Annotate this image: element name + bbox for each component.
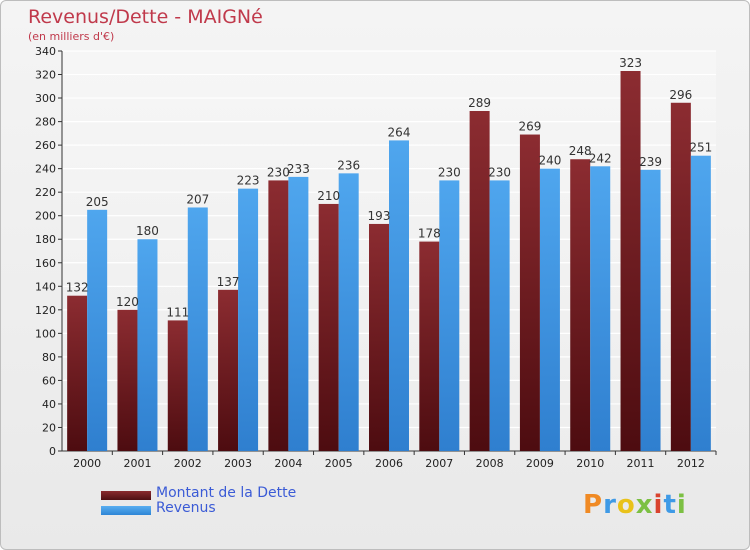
data-label-revenue: 180 [136, 224, 159, 238]
legend-label-revenue: Revenus [156, 500, 216, 516]
x-tick-label: 2005 [325, 457, 353, 470]
bar-debt [419, 241, 440, 451]
y-tick-label: 240 [35, 163, 56, 176]
x-tick-label: 2000 [73, 457, 101, 470]
bar-revenue [690, 155, 711, 452]
logo-letter: P [583, 490, 604, 520]
data-label-revenue: 223 [237, 174, 260, 188]
proxiti-logo: Proxiti [583, 490, 687, 520]
y-tick-label: 160 [35, 257, 56, 270]
x-tick-label: 2002 [174, 457, 202, 470]
y-tick-label: 0 [49, 445, 56, 458]
x-tick-label: 2012 [677, 457, 705, 470]
x-tick-label: 2006 [375, 457, 403, 470]
bar-revenue [137, 239, 158, 451]
bar-debt [519, 134, 540, 451]
y-tick-label: 260 [35, 139, 56, 152]
y-tick-label: 120 [35, 304, 56, 317]
data-label-debt: 296 [669, 88, 692, 102]
y-tick-label: 280 [35, 116, 56, 129]
chart-subtitle: (en milliers d'€) [28, 30, 115, 43]
legend-swatch-revenue [101, 506, 151, 515]
x-tick-label: 2003 [224, 457, 252, 470]
x-tick-label: 2001 [123, 457, 151, 470]
y-tick-label: 180 [35, 233, 56, 246]
data-label-revenue: 240 [538, 154, 561, 168]
data-label-debt: 132 [66, 281, 89, 295]
bar-debt [670, 102, 691, 451]
logo-letter: i [653, 490, 664, 520]
bar-revenue [640, 169, 661, 451]
y-tick-label: 80 [42, 351, 56, 364]
bar-debt [268, 180, 289, 452]
x-tick-label: 2007 [425, 457, 453, 470]
data-label-debt: 111 [166, 305, 189, 319]
data-label-revenue: 242 [589, 151, 612, 165]
logo-letter: x [635, 490, 654, 520]
y-tick-label: 300 [35, 92, 56, 105]
bar-debt [369, 223, 389, 451]
bar-revenue [489, 180, 510, 452]
data-label-debt: 210 [317, 189, 340, 203]
x-tick-label: 2010 [576, 457, 604, 470]
y-tick-label: 60 [42, 374, 56, 387]
data-label-debt: 230 [267, 165, 290, 179]
data-label-revenue: 239 [639, 155, 662, 169]
bar-revenue [238, 188, 259, 451]
logo-letter: t [663, 490, 677, 520]
x-tick-label: 2008 [476, 457, 504, 470]
bar-debt [620, 71, 641, 451]
y-tick-label: 100 [35, 327, 56, 340]
data-label-revenue: 205 [86, 195, 109, 209]
data-label-revenue: 207 [186, 192, 209, 206]
y-tick-label: 340 [35, 45, 56, 58]
data-label-revenue: 264 [388, 125, 411, 139]
y-tick-label: 40 [42, 398, 56, 411]
data-label-revenue: 230 [488, 165, 511, 179]
bar-revenue [539, 168, 560, 451]
bar-debt [167, 320, 188, 451]
data-label-debt: 269 [518, 120, 541, 134]
bar-revenue [590, 166, 611, 451]
bar-revenue [187, 207, 208, 451]
data-label-debt: 178 [418, 227, 441, 241]
y-tick-label: 320 [35, 69, 56, 82]
data-label-debt: 289 [468, 96, 491, 110]
bar-debt [67, 295, 88, 451]
data-label-revenue: 233 [287, 162, 310, 176]
data-label-debt: 248 [569, 144, 592, 158]
data-label-debt: 323 [619, 56, 642, 70]
data-label-revenue: 230 [438, 165, 461, 179]
bar-revenue [338, 173, 359, 451]
bar-revenue [87, 209, 108, 451]
y-tick-label: 220 [35, 186, 56, 199]
logo-letter: i [676, 490, 687, 520]
data-label-debt: 137 [217, 275, 240, 289]
data-label-debt: 120 [116, 295, 139, 309]
bar-debt [318, 203, 339, 451]
x-tick-label: 2004 [274, 457, 302, 470]
y-tick-label: 20 [42, 421, 56, 434]
chart-title: Revenus/Dette - MAIGNé [28, 6, 263, 28]
bar-revenue [288, 176, 309, 451]
x-tick-label: 2011 [627, 457, 655, 470]
bar-debt [218, 289, 239, 451]
bar-debt [570, 159, 591, 451]
bar-debt [117, 309, 138, 451]
x-tick-label: 2009 [526, 457, 554, 470]
data-label-revenue: 236 [337, 158, 360, 172]
bar-revenue [389, 140, 409, 452]
logo-letter: r [603, 490, 617, 520]
data-label-debt: 193 [368, 209, 391, 223]
y-tick-label: 140 [35, 280, 56, 293]
logo-letter: o [616, 490, 636, 520]
legend-label-debt: Montant de la Dette [156, 485, 297, 501]
bar-revenue [439, 180, 460, 452]
bar-debt [469, 111, 490, 451]
y-tick-label: 200 [35, 210, 56, 223]
legend-swatch-debt [101, 491, 151, 500]
data-label-revenue: 251 [689, 141, 712, 155]
